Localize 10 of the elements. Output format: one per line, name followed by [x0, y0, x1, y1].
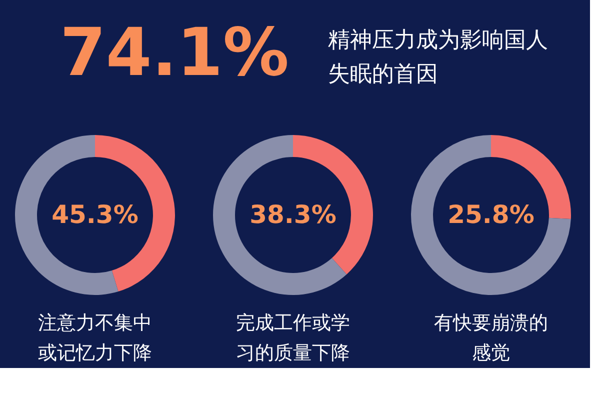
text: 精神压力成为影响国人失眠的首因 [328, 28, 548, 87]
text: 有快要崩溃的感觉 [434, 312, 548, 364]
donut-slice [213, 135, 347, 295]
donut-slice [411, 135, 571, 295]
data-label: 38.3% [250, 200, 336, 229]
text: 74.1% [60, 14, 289, 91]
data-label: 25.8% [448, 200, 534, 229]
text: 完成工作或学习的质量下降 [236, 312, 350, 364]
data-label: 45.3% [52, 200, 138, 229]
text: 注意力不集中或记忆力下降 [38, 312, 152, 364]
